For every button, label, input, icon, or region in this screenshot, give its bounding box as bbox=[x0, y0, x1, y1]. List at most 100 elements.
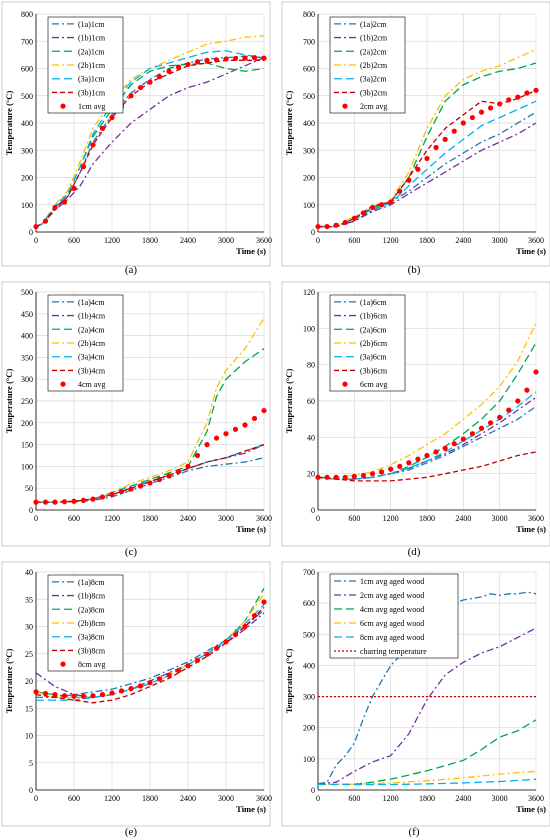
legend-label: (2a)2cm bbox=[360, 47, 387, 56]
x-tick-label: 3000 bbox=[218, 236, 234, 245]
data-point bbox=[166, 672, 172, 678]
data-point bbox=[61, 499, 68, 505]
data-point bbox=[487, 420, 494, 426]
y-tick-label: 0 bbox=[29, 506, 33, 515]
data-point bbox=[99, 692, 106, 698]
legend-label: (3a)8cm bbox=[78, 633, 105, 642]
legend: 1cm avg aged wood 2cm avg aged wood 4cm av… bbox=[329, 573, 459, 659]
data-point bbox=[506, 407, 512, 413]
x-tick-label: 1200 bbox=[383, 514, 399, 523]
x-axis-label: Time (s) bbox=[516, 246, 546, 256]
data-point bbox=[80, 693, 87, 699]
data-point bbox=[333, 222, 339, 228]
data-point bbox=[61, 199, 68, 205]
y-tick-label: 100 bbox=[21, 462, 33, 471]
data-point bbox=[213, 57, 220, 63]
y-tick-label: 100 bbox=[21, 201, 33, 210]
panel-label: (f) bbox=[409, 826, 420, 838]
x-tick-label: 1800 bbox=[419, 514, 435, 523]
data-point bbox=[469, 114, 476, 121]
x-axis-label: Time (s) bbox=[516, 804, 546, 814]
x-tick-label: 1800 bbox=[142, 514, 158, 523]
x-tick-label: 0 bbox=[34, 794, 38, 803]
data-point bbox=[33, 499, 39, 505]
x-tick-label: 600 bbox=[348, 236, 360, 245]
series-line bbox=[35, 62, 265, 228]
y-tick-label: 500 bbox=[21, 92, 33, 101]
x-tick-label: 0 bbox=[316, 514, 320, 523]
legend-label: (3b)8cm bbox=[78, 646, 106, 655]
y-tick-label: 40 bbox=[25, 568, 33, 577]
data-point bbox=[61, 693, 68, 699]
data-point bbox=[90, 142, 96, 148]
data-point bbox=[397, 463, 403, 469]
x-tick-label: 2400 bbox=[180, 794, 196, 803]
y-tick-label: 700 bbox=[303, 568, 315, 577]
data-point bbox=[433, 449, 439, 455]
y-axis-label: Temperature (°C) bbox=[4, 91, 14, 156]
y-tick-label: 30 bbox=[25, 623, 33, 632]
data-point bbox=[406, 177, 412, 183]
legend-label: (1a)4cm bbox=[78, 298, 105, 307]
legend-label: 4cm avg aged wood bbox=[360, 605, 424, 614]
legend-label: (1b)2cm bbox=[360, 34, 388, 43]
data-point bbox=[109, 491, 115, 497]
data-point bbox=[469, 431, 476, 437]
legend-label: 1cm avg aged wood bbox=[360, 577, 424, 586]
data-point bbox=[118, 489, 125, 495]
y-axis-label: Temperature (°C) bbox=[284, 649, 294, 714]
legend-label: (1a)6cm bbox=[360, 298, 387, 307]
y-tick-label: 0 bbox=[29, 786, 33, 795]
legend-label: (1b)6cm bbox=[360, 312, 388, 321]
legend-label: (1b)8cm bbox=[78, 592, 106, 601]
data-point bbox=[175, 668, 182, 674]
data-point bbox=[90, 496, 96, 502]
data-point bbox=[147, 480, 153, 486]
data-point bbox=[451, 441, 457, 447]
y-tick-label: 50 bbox=[25, 484, 33, 493]
data-point bbox=[204, 57, 210, 63]
x-tick-label: 3600 bbox=[256, 514, 272, 523]
y-tick-label: 20 bbox=[25, 677, 33, 686]
legend-label: (2a)8cm bbox=[78, 605, 105, 614]
data-point bbox=[42, 218, 49, 224]
legend-label: (2a)6cm bbox=[360, 325, 387, 334]
y-tick-label: 40 bbox=[307, 433, 315, 442]
data-point bbox=[118, 688, 125, 694]
data-point bbox=[109, 114, 115, 121]
legend-box bbox=[47, 574, 124, 672]
chart-panel-f: 0 100 200 300 400 500 600 700 0 600 1200 1800 2400 30… bbox=[281, 561, 550, 827]
data-point bbox=[360, 210, 367, 216]
data-point bbox=[175, 469, 182, 475]
series-line bbox=[318, 111, 537, 228]
x-tick-label: 0 bbox=[34, 236, 38, 245]
data-point bbox=[424, 452, 430, 459]
y-tick-label: 600 bbox=[303, 65, 315, 74]
data-point bbox=[524, 387, 530, 393]
data-point bbox=[242, 55, 248, 61]
data-point bbox=[185, 663, 191, 669]
chart-panel-c: 0 50 100 150 200 250 300 350 400 450 500 0 600 1200 18… bbox=[1, 281, 272, 547]
y-tick-label: 800 bbox=[303, 10, 315, 19]
legend-label: 6cm avg bbox=[360, 380, 387, 389]
data-point bbox=[194, 657, 201, 663]
x-tick-label: 1200 bbox=[104, 514, 120, 523]
y-tick-label: 25 bbox=[25, 650, 33, 659]
data-point bbox=[433, 144, 439, 151]
y-tick-label: 200 bbox=[303, 724, 315, 733]
legend-label: (3a)2cm bbox=[360, 75, 387, 84]
x-tick-label: 1200 bbox=[383, 794, 399, 803]
y-tick-label: 400 bbox=[21, 119, 33, 128]
data-point bbox=[128, 686, 134, 692]
x-tick-label: 1200 bbox=[104, 236, 120, 245]
legend-label: 6cm avg aged wood bbox=[360, 619, 424, 628]
series-line bbox=[317, 48, 537, 228]
y-tick-label: 500 bbox=[303, 630, 315, 639]
legend-box bbox=[329, 294, 406, 392]
data-point bbox=[397, 188, 403, 194]
legend-label: (2a)4cm bbox=[78, 325, 105, 334]
y-tick-label: 5 bbox=[29, 759, 33, 768]
data-point bbox=[369, 204, 376, 211]
